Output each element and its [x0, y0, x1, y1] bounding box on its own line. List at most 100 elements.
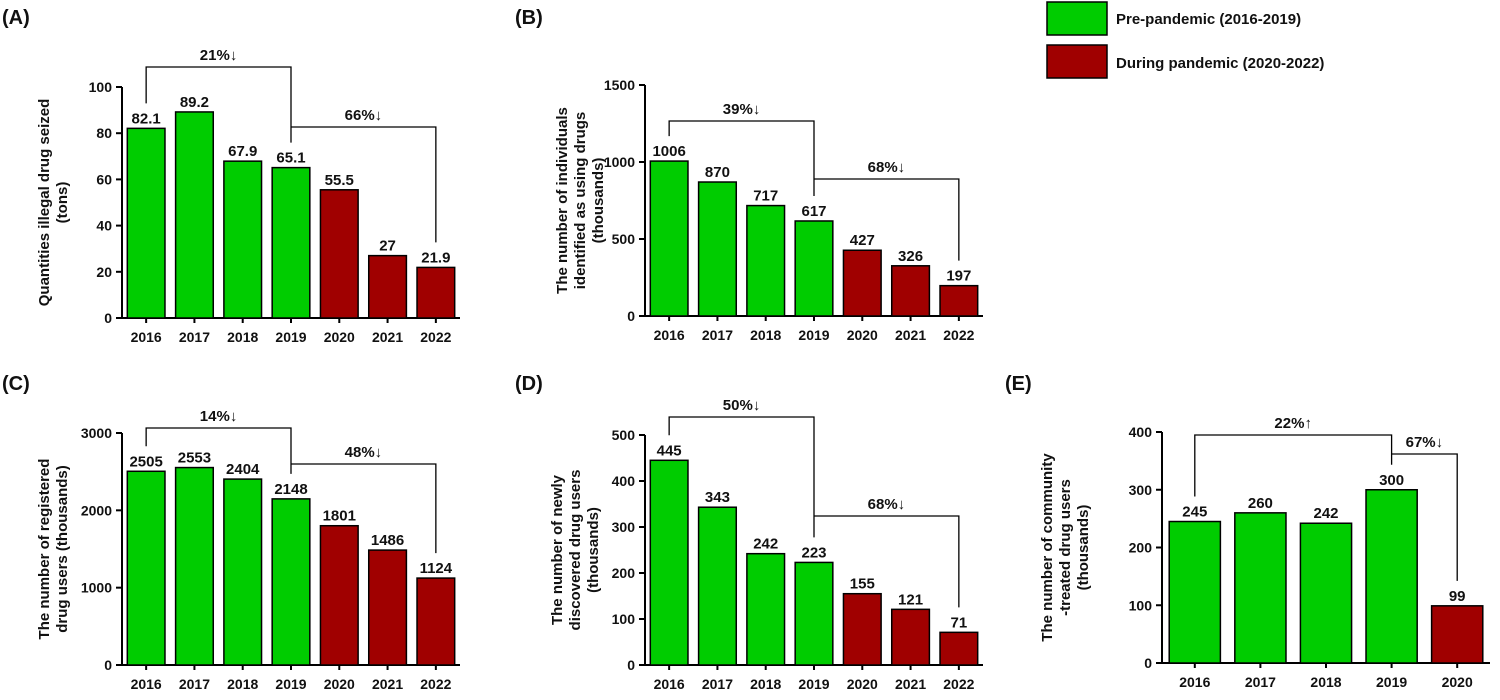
bar-value-label: 2553 — [178, 450, 211, 467]
x-tick-label: 2020 — [1442, 674, 1473, 690]
comparison-label: 39%↓ — [723, 101, 761, 118]
bar-2020 — [1430, 605, 1484, 664]
y-axis-title-line: The number of registered — [36, 459, 53, 640]
comparison-label: 14%↓ — [200, 408, 238, 425]
comparison-bracket — [145, 66, 292, 143]
comparison-bracket — [291, 126, 437, 243]
bar-2020 — [319, 189, 359, 319]
x-tick-label: 2019 — [275, 676, 306, 692]
x-tick-label: 2019 — [798, 327, 829, 343]
y-tick-label: 1500 — [604, 77, 635, 93]
legend-swatch-during — [1046, 44, 1108, 79]
y-axis-title-line: (thousands) — [585, 507, 602, 593]
y-axis-title-line: discovered drug users — [567, 470, 584, 631]
bar-value-label: 617 — [801, 203, 826, 220]
comparison-bracket — [291, 463, 437, 554]
legend-swatch-pre — [1046, 1, 1108, 36]
x-tick-label: 2016 — [131, 329, 162, 345]
bar-2016 — [649, 459, 689, 666]
bar-2020 — [842, 592, 882, 666]
bar-2021 — [890, 265, 931, 317]
x-tick-label: 2019 — [275, 329, 306, 345]
bar-2017 — [174, 111, 215, 319]
bar-value-label: 121 — [898, 591, 923, 608]
bar-value-label: 1006 — [652, 143, 685, 160]
bar-2017 — [174, 466, 215, 666]
x-tick-label: 2016 — [1179, 674, 1210, 690]
bar-2016 — [126, 470, 166, 666]
bar-value-label: 27 — [379, 238, 396, 255]
x-tick-label: 2016 — [654, 676, 685, 692]
bar-value-label: 71 — [951, 614, 968, 631]
bar-value-label: 155 — [850, 576, 875, 593]
x-tick-label: 2020 — [324, 329, 355, 345]
bar-value-label: 1124 — [420, 560, 453, 577]
y-tick-label: 0 — [627, 308, 635, 324]
y-tick-label: 2000 — [81, 502, 112, 518]
comparison-bracket — [668, 416, 815, 538]
y-tick-label: 200 — [1129, 540, 1153, 556]
bar-2016 — [1168, 520, 1222, 664]
chart-panel-5: (E) The number of community -treated drug … — [1005, 373, 1490, 690]
bar-value-label: 2505 — [129, 453, 162, 470]
bar-2021 — [890, 608, 931, 666]
bar-2018 — [1299, 522, 1353, 664]
y-tick-label: 400 — [612, 473, 636, 489]
bar-2019 — [271, 498, 311, 666]
y-tick-label: 200 — [612, 565, 636, 581]
y-tick-label: 0 — [627, 657, 635, 673]
x-tick-label: 2017 — [702, 327, 733, 343]
y-tick-label: 1000 — [81, 580, 112, 596]
x-tick-label: 2020 — [847, 676, 878, 692]
comparison-bracket — [1391, 453, 1458, 581]
comparison-label: 48%↓ — [345, 444, 383, 461]
y-axis-title-line: -treated drug users — [1057, 479, 1074, 616]
y-tick-label: 20 — [96, 264, 112, 280]
bar-value-label: 2148 — [274, 481, 307, 498]
bar-value-label: 326 — [898, 248, 923, 265]
y-axis-title-line: The number of newly — [549, 474, 566, 625]
panel-label: (B) — [515, 7, 543, 29]
bar-2018 — [223, 160, 263, 319]
y-tick-label: 100 — [1129, 597, 1153, 613]
comparison-bracket — [1194, 434, 1393, 497]
x-tick-label: 2022 — [420, 329, 451, 345]
bar-2019 — [794, 561, 834, 666]
bar-value-label: 65.1 — [276, 150, 305, 167]
y-axis-title-line: (thousands) — [590, 158, 607, 244]
comparison-bracket — [145, 427, 292, 474]
chart-panel-2: (B) The number of individuals identified a… — [515, 7, 983, 343]
x-tick-label: 2018 — [750, 676, 781, 692]
comparison-label: 50%↓ — [723, 397, 761, 414]
chart-panel-3: (C) The number of registered drug users (t… — [2, 373, 460, 692]
bar-value-label: 717 — [753, 188, 778, 205]
x-tick-label: 2018 — [1310, 674, 1341, 690]
y-tick-label: 3000 — [81, 425, 112, 441]
y-tick-label: 80 — [96, 125, 112, 141]
legend-label-during: During pandemic (2020-2022) — [1116, 55, 1324, 72]
bar-2019 — [794, 220, 834, 317]
y-tick-label: 0 — [104, 657, 112, 673]
y-tick-label: 100 — [612, 611, 636, 627]
bar-value-label: 445 — [657, 442, 682, 459]
y-tick-label: 1000 — [604, 154, 635, 170]
x-tick-label: 2021 — [372, 329, 403, 345]
x-tick-label: 2021 — [895, 676, 926, 692]
bar-value-label: 89.2 — [180, 94, 209, 111]
bar-2017 — [1234, 512, 1287, 664]
bar-2016 — [649, 160, 689, 317]
x-tick-label: 2018 — [227, 329, 258, 345]
y-axis-title-line: (thousands) — [1075, 505, 1092, 591]
panel-label: (E) — [1005, 373, 1032, 395]
bar-value-label: 99 — [1449, 588, 1466, 605]
panel-label: (A) — [2, 7, 30, 29]
y-tick-label: 300 — [612, 519, 636, 535]
comparison-bracket — [814, 178, 960, 261]
bar-value-label: 82.1 — [132, 110, 161, 127]
panel-label: (D) — [515, 373, 543, 395]
y-tick-label: 0 — [1144, 655, 1152, 671]
comparison-label: 68%↓ — [868, 496, 906, 513]
bar-value-label: 242 — [1313, 505, 1338, 522]
chart-panel-4: (D) The number of newly discovered drug us… — [515, 373, 983, 692]
